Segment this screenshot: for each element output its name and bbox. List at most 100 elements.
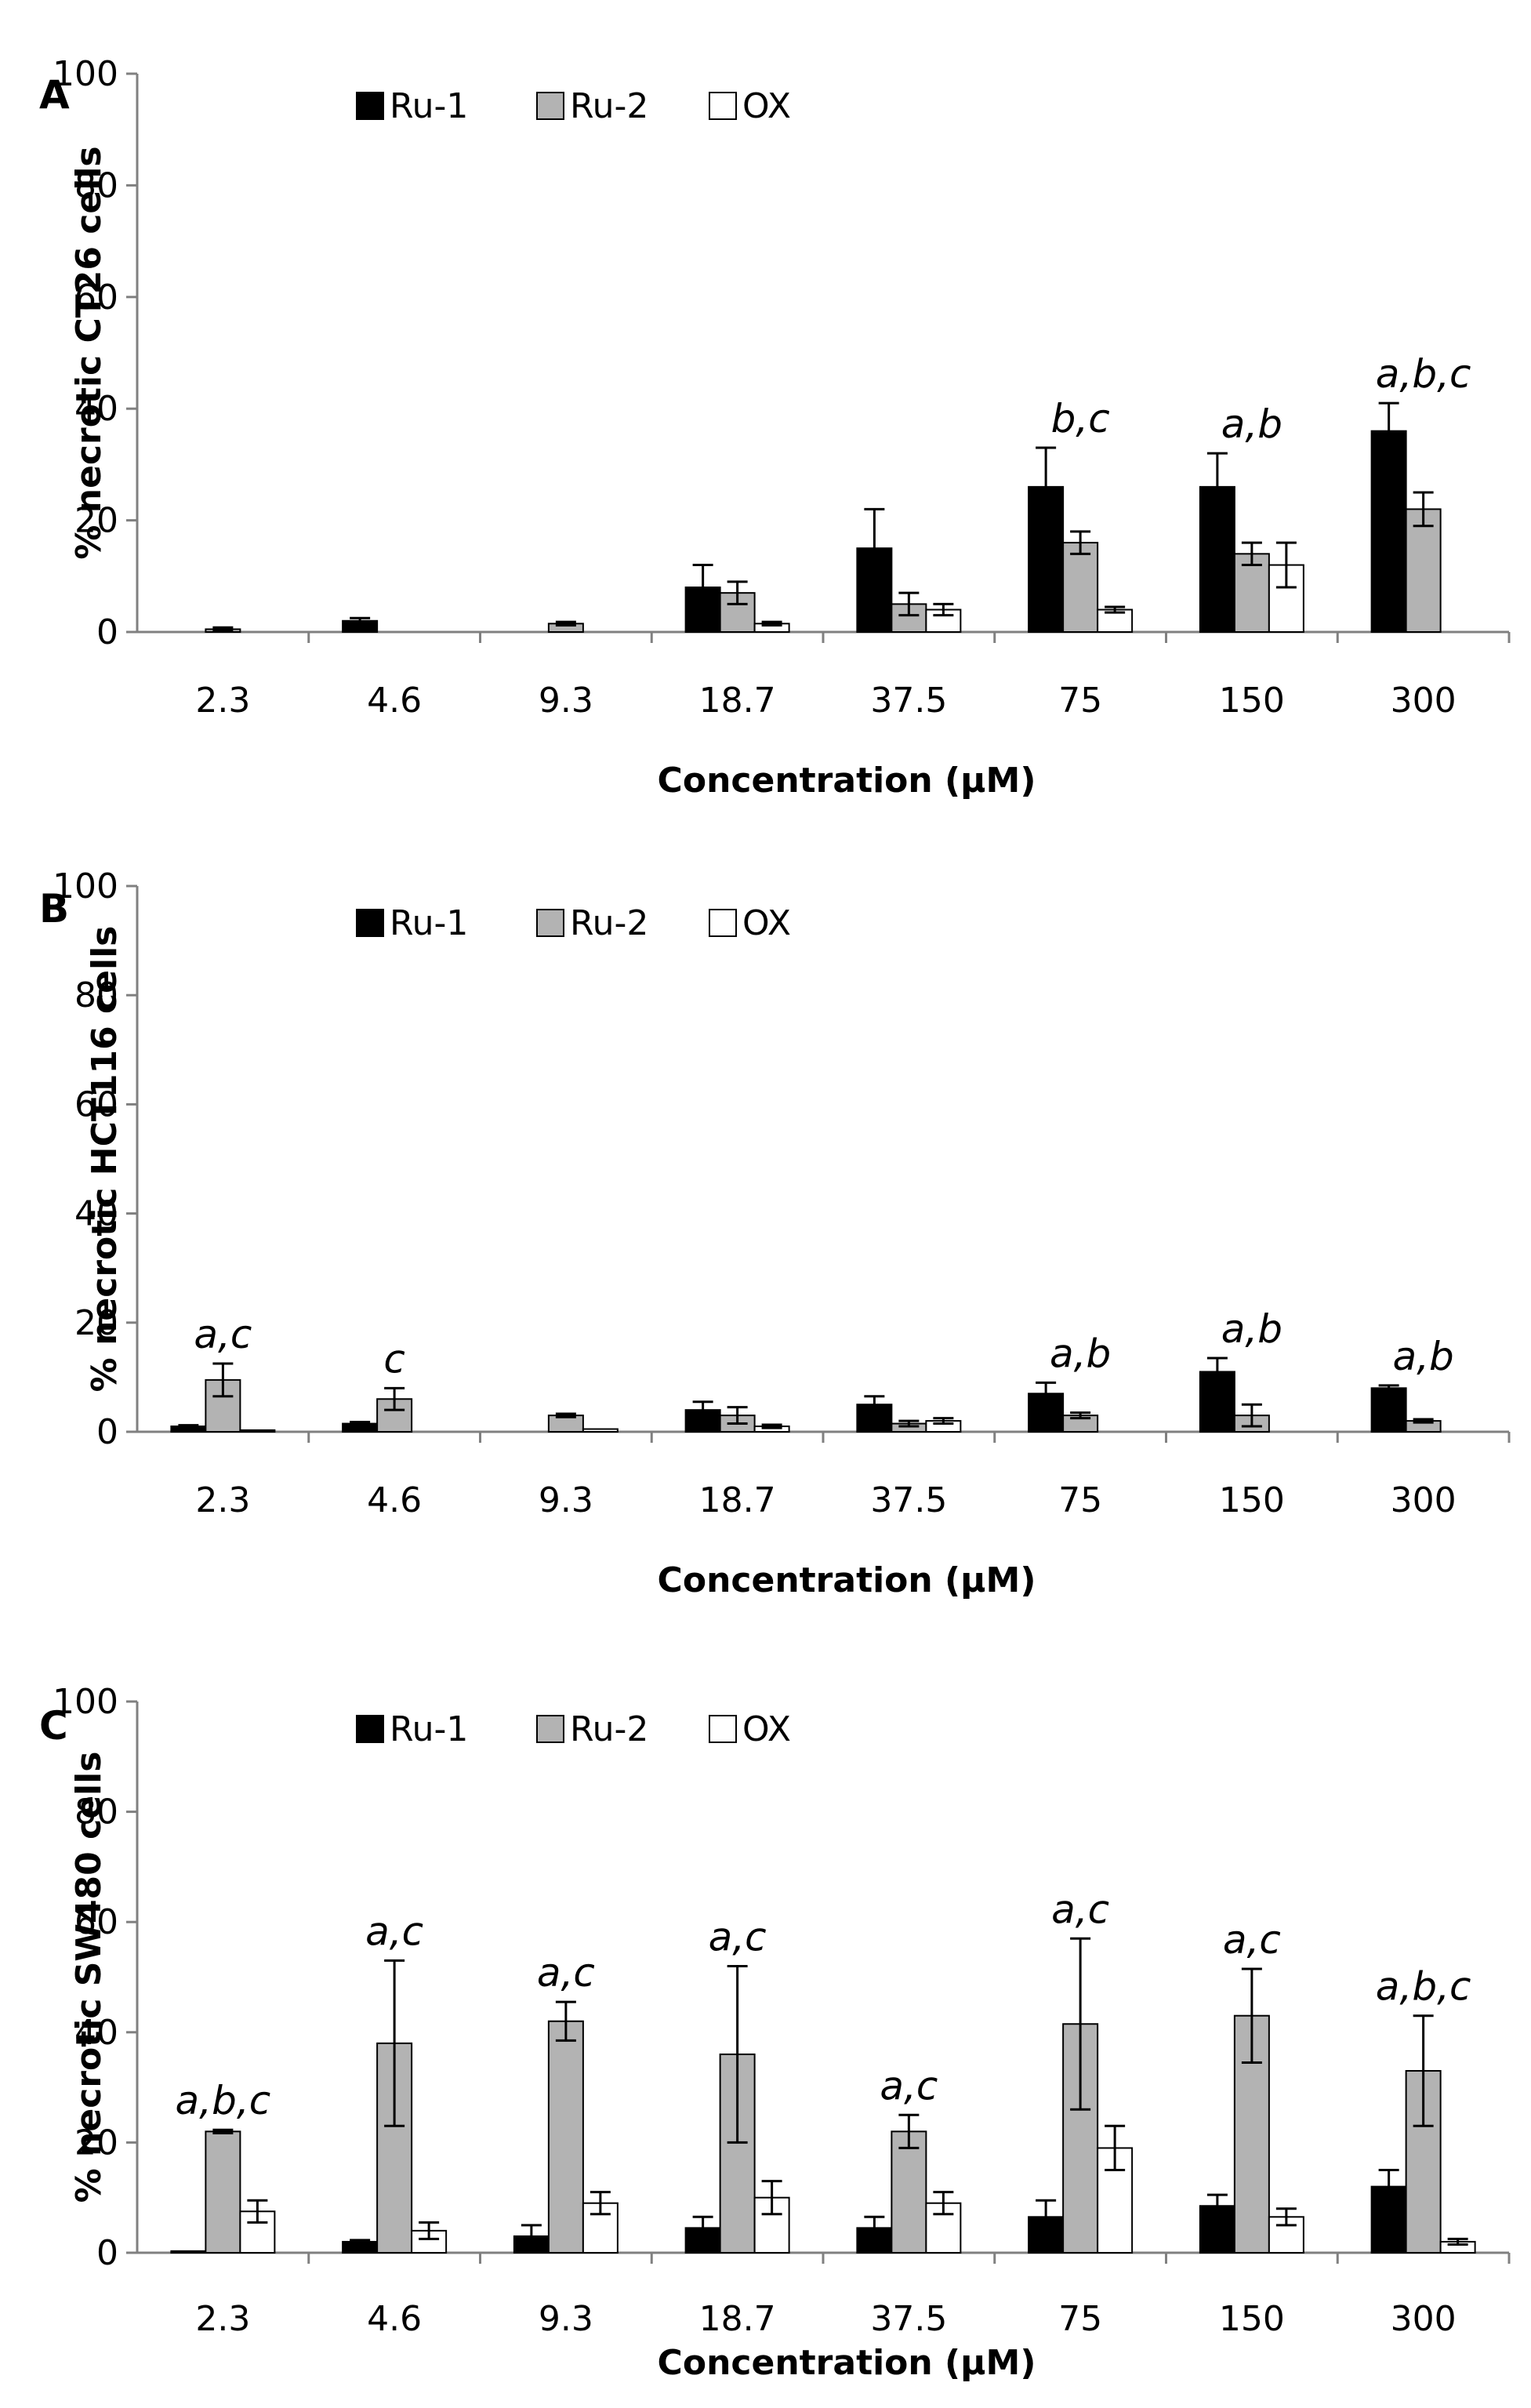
significance-label: a,b <box>1050 1331 1111 1376</box>
significance-label: a,c <box>1223 1917 1281 1963</box>
y-tick-label: 20 <box>74 501 118 541</box>
legend-swatch-ru-1 <box>356 92 384 120</box>
x-tick-label: 9.3 <box>539 681 593 721</box>
y-tick-label: 20 <box>74 1303 118 1343</box>
x-tick-label: 150 <box>1219 1480 1285 1520</box>
y-tick-label: 20 <box>74 2123 118 2163</box>
legend-label-ru-1: Ru-1 <box>390 1709 468 1749</box>
x-axis-title: Concentration (µM) <box>658 761 1036 801</box>
significance-label: a,c <box>537 1950 595 1996</box>
significance-label: a,c <box>709 1914 767 1959</box>
x-tick-label: 18.7 <box>699 1480 776 1520</box>
x-tick-label: 150 <box>1219 2299 1285 2339</box>
legend-swatch-ru-1 <box>356 1715 384 1743</box>
y-axis-title: % necrotic HCT116 cells <box>85 926 125 1393</box>
chart-panel-a: A 0 20 40 60 80 100 % necrotic CT26 cells 2.3 4.6… <box>39 54 1511 801</box>
y-tick-label: 80 <box>74 165 118 205</box>
legend-label-ru-1: Ru-1 <box>390 903 468 943</box>
legend-swatch-ox <box>709 92 737 120</box>
significance-label: a,c <box>1051 1887 1109 1932</box>
bar-ru-2-2_3 <box>205 2130 241 2254</box>
y-tick-label: 100 <box>53 866 118 906</box>
x-tick-label: 4.6 <box>367 681 422 721</box>
x-tick-label: 2.3 <box>195 1480 250 1520</box>
x-axis-title: Concentration (µM) <box>658 1560 1036 1600</box>
bar-ox-75 <box>1097 608 1134 634</box>
x-tick-label: 150 <box>1219 681 1285 721</box>
bar-ru-2-37_5 <box>891 2130 927 2254</box>
legend-label-ru-1: Ru-1 <box>390 86 468 126</box>
legend-label-ru-2: Ru-2 <box>570 1709 648 1749</box>
significance-label: a,c <box>365 1909 423 1954</box>
significance-label: b,c <box>1051 396 1110 441</box>
x-axis-title: Concentration (µM) <box>658 2343 1036 2383</box>
bar-ru-2-9_3 <box>547 2020 584 2254</box>
bar-ru-2-150 <box>1233 553 1270 634</box>
legend-swatch-ru-1 <box>356 909 384 937</box>
x-tick-label: 300 <box>1391 1480 1457 1520</box>
x-tick-label: 75 <box>1058 2299 1102 2339</box>
bar-ox-2_3 <box>239 1429 276 1433</box>
legend-label-ru-2: Ru-2 <box>570 86 648 126</box>
significance-label: a,b,c <box>176 2078 271 2123</box>
legend-swatch-ox <box>709 909 737 937</box>
y-tick-label: 40 <box>74 389 118 429</box>
panel-letter: C <box>39 1703 68 1749</box>
significance-label: a,c <box>194 1312 252 1357</box>
legend-swatch-ru-2 <box>536 92 564 120</box>
legend-swatch-ox <box>709 1715 737 1743</box>
legend-swatch-ru-2 <box>536 1715 564 1743</box>
x-tick-label: 18.7 <box>699 681 776 721</box>
bar-ru-1-300 <box>1370 1387 1407 1433</box>
legend-swatch-ru-2 <box>536 909 564 937</box>
panel-letter: B <box>39 886 69 932</box>
significance-label: a,b <box>1221 1306 1282 1352</box>
legend-label-ox: OX <box>742 903 791 943</box>
y-tick-label: 40 <box>74 2013 118 2053</box>
x-tick-label: 9.3 <box>539 1480 593 1520</box>
chart-panel-b: B 0 20 40 60 80 100 % necrotic HCT116 cells 2.3 a… <box>39 866 1511 1600</box>
y-tick-label: 0 <box>96 1412 118 1452</box>
x-tick-label: 2.3 <box>195 681 250 721</box>
chart-panel-c: C 0 20 40 60 80 100 % necrotic SW480 cells 2.3 a,… <box>39 1682 1511 2383</box>
significance-label: a,b <box>1221 401 1282 447</box>
bar-ox-9_3 <box>582 1428 619 1433</box>
y-tick-label: 0 <box>96 2233 118 2273</box>
x-tick-label: 37.5 <box>870 2299 947 2339</box>
significance-label: a,c <box>880 2063 938 2108</box>
y-tick-label: 60 <box>74 1902 118 1942</box>
bar-ru-1-300 <box>1370 430 1407 633</box>
x-tick-label: 18.7 <box>699 2299 776 2339</box>
y-tick-label: 60 <box>74 278 118 318</box>
bar-ru-2-75 <box>1062 542 1099 634</box>
x-tick-label: 75 <box>1058 681 1102 721</box>
y-tick-label: 100 <box>53 54 118 94</box>
x-tick-label: 4.6 <box>367 2299 422 2339</box>
y-tick-label: 80 <box>74 975 118 1015</box>
legend-label-ox: OX <box>742 1709 791 1749</box>
x-tick-label: 4.6 <box>367 1480 422 1520</box>
panel-letter: A <box>39 72 70 118</box>
bar-ru-1-2_3 <box>170 2250 207 2254</box>
significance-label: a,b,c <box>1376 351 1471 397</box>
significance-label: a,b <box>1392 1334 1453 1379</box>
bar-ru-2-300 <box>1405 508 1442 633</box>
x-tick-label: 300 <box>1391 681 1457 721</box>
y-tick-label: 60 <box>74 1084 118 1124</box>
significance-label: a,b,c <box>1376 1964 1471 2010</box>
y-axis-title: % necrotic CT26 cells <box>69 146 109 559</box>
x-tick-label: 9.3 <box>539 2299 593 2339</box>
y-tick-label: 0 <box>96 612 118 652</box>
x-tick-label: 37.5 <box>870 1480 947 1520</box>
x-tick-label: 300 <box>1391 2299 1457 2339</box>
legend-label-ox: OX <box>742 86 791 126</box>
y-tick-label: 80 <box>74 1792 118 1832</box>
y-tick-label: 100 <box>53 1682 118 1722</box>
significance-label: c <box>383 1336 405 1382</box>
y-tick-label: 40 <box>74 1194 118 1234</box>
x-tick-label: 2.3 <box>195 2299 250 2339</box>
y-axis-title: % necrotic SW480 cells <box>69 1752 109 2203</box>
x-tick-label: 37.5 <box>870 681 947 721</box>
legend-label-ru-2: Ru-2 <box>570 903 648 943</box>
